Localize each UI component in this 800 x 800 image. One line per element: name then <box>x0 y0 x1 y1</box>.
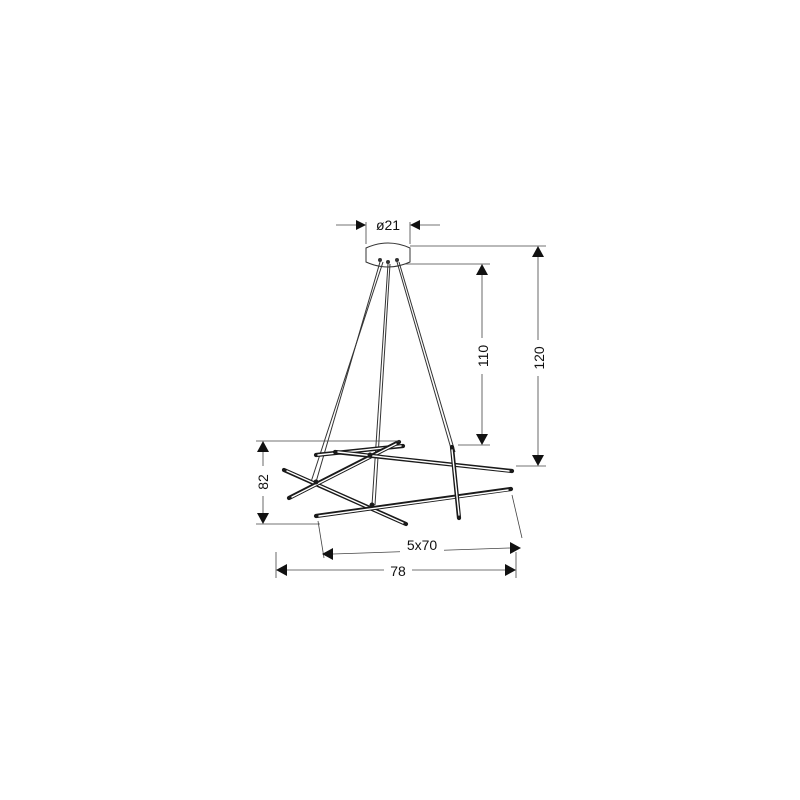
dimension-overall-width: 78 <box>275 552 517 580</box>
dim-label-total-height: 120 <box>531 346 547 370</box>
dimension-canopy-diameter: ø21 <box>336 217 440 244</box>
dimension-bar-length: 5x70 <box>317 494 523 560</box>
dim-label-drop-height: 110 <box>475 345 491 368</box>
suspension-wires <box>310 261 456 506</box>
dim-label-bar-length: 5x70 <box>407 537 438 553</box>
dim-label-cluster-height: 82 <box>255 474 271 490</box>
dimension-cluster-height: 82 <box>253 440 400 525</box>
dim-label-canopy-diameter: ø21 <box>376 217 400 233</box>
dimension-drop-height: 110 <box>404 263 492 446</box>
dim-label-overall-width: 78 <box>390 563 406 579</box>
led-bars <box>281 439 515 527</box>
ceiling-canopy <box>365 242 411 268</box>
dimension-total-height: 120 <box>410 245 548 467</box>
